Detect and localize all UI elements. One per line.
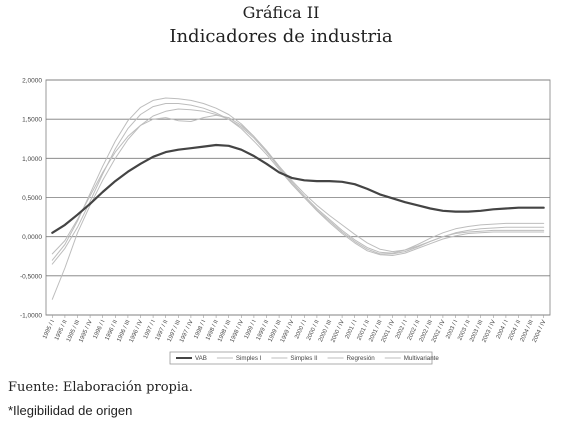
y-tick-label: 1,5000 xyxy=(22,117,42,124)
legend-box xyxy=(169,351,433,365)
y-tick-label: 0,5000 xyxy=(22,195,42,202)
y-tick-label: 0,0000 xyxy=(22,234,42,241)
y-tick-label: 2,0000 xyxy=(22,78,42,85)
line-chart: -1,0000 -0,5000 0,0000 0,5000 1,0000 1,5000 2,… xyxy=(20,78,551,365)
source-note: Fuente: Elaboración propia. xyxy=(8,380,193,395)
series-line-vab xyxy=(51,143,545,234)
series-line-simples-i xyxy=(51,97,545,261)
y-tick-label: -1,0000 xyxy=(20,313,42,320)
legend-label: Simples II xyxy=(290,355,317,362)
series-line-multivariante xyxy=(51,108,545,300)
chart-title: Indicadores de industria xyxy=(169,26,393,47)
footnote: *Ilegibilidad de origen xyxy=(8,403,133,418)
legend-label: Simples I xyxy=(236,355,262,362)
figure-label: Gráfica II xyxy=(242,3,320,22)
y-tick-label: -0,5000 xyxy=(20,273,42,280)
legend-label: Multivariante xyxy=(404,355,440,362)
series-line-simples-ii xyxy=(51,114,545,255)
y-tick-label: 1,0000 xyxy=(22,156,42,163)
legend-label: VAB xyxy=(195,355,207,362)
legend-label: Regresión xyxy=(347,355,376,362)
